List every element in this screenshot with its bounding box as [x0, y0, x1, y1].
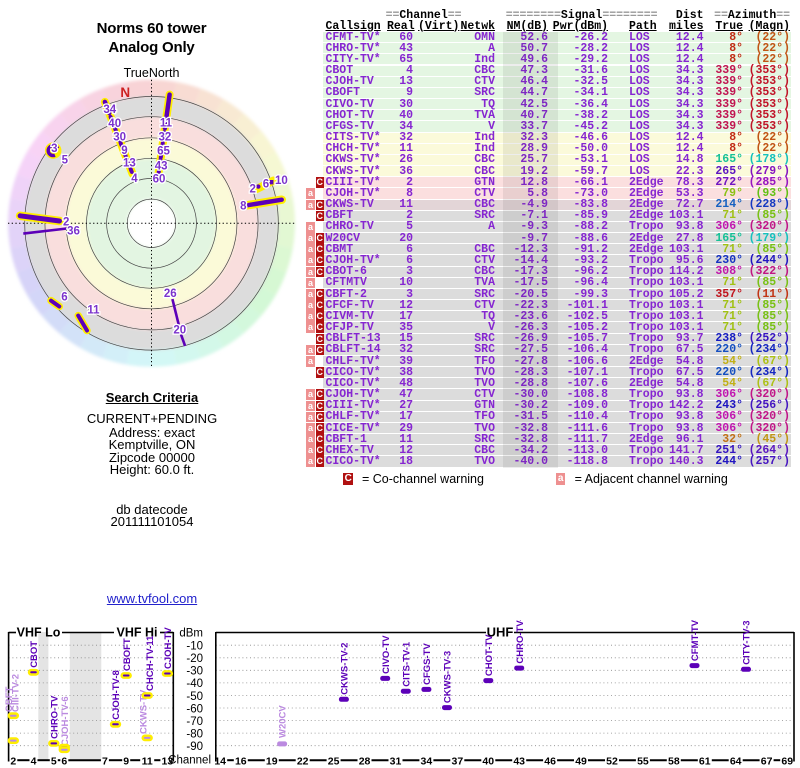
svg-text:40: 40: [108, 118, 121, 130]
svg-text:N: N: [120, 85, 130, 100]
svg-text:8: 8: [240, 201, 247, 213]
svg-text:61: 61: [699, 756, 711, 768]
svg-text:20: 20: [173, 325, 186, 337]
svg-text:28: 28: [359, 756, 371, 768]
svg-text:32: 32: [159, 132, 172, 144]
svg-text:11: 11: [142, 756, 153, 768]
svg-text:-10: -10: [186, 641, 203, 653]
svg-text:22: 22: [297, 756, 309, 768]
svg-text:49: 49: [575, 756, 587, 768]
svg-text:-90: -90: [186, 741, 203, 753]
svg-text:dBm: dBm: [179, 628, 203, 640]
svg-text:-20: -20: [186, 653, 203, 665]
svg-text:31: 31: [390, 756, 402, 768]
svg-text:CBOFT: CBOFT: [122, 638, 133, 671]
svg-text:CJOH-TV: CJOH-TV: [163, 627, 174, 669]
svg-text:CIII-TV-2: CIII-TV-2: [10, 674, 21, 712]
svg-text:64: 64: [730, 756, 742, 768]
svg-text:6: 6: [61, 292, 67, 304]
svg-text:6: 6: [61, 756, 67, 768]
svg-text:CBFT: CBFT: [4, 686, 15, 712]
svg-text:43: 43: [155, 160, 168, 172]
svg-text:2: 2: [63, 217, 69, 229]
svg-text:VHF Hi: VHF Hi: [117, 626, 158, 640]
svg-text:CBOT: CBOT: [29, 641, 40, 668]
svg-text:2: 2: [10, 756, 16, 768]
svg-text:30: 30: [113, 132, 126, 144]
svg-text:Channel: Channel: [168, 755, 211, 767]
svg-text:25: 25: [328, 756, 340, 768]
svg-text:-70: -70: [186, 716, 203, 728]
svg-text:-30: -30: [186, 666, 203, 678]
svg-text:CITY-TV-3: CITY-TV-3: [742, 620, 753, 664]
svg-text:CKWS-TV-2: CKWS-TV-2: [340, 643, 351, 695]
svg-text:34: 34: [103, 104, 116, 116]
svg-text:-60: -60: [186, 703, 203, 715]
svg-text:5: 5: [51, 756, 57, 768]
svg-text:11: 11: [87, 305, 100, 317]
svg-text:60: 60: [153, 174, 166, 186]
svg-text:VHF Lo: VHF Lo: [17, 626, 61, 640]
svg-text:-40: -40: [186, 678, 203, 690]
svg-text:52: 52: [606, 756, 618, 768]
svg-text:CITS-TV-1: CITS-TV-1: [401, 641, 412, 687]
svg-text:37: 37: [451, 756, 463, 768]
svg-text:CFGS-TV: CFGS-TV: [422, 643, 433, 685]
svg-text:CHCH-TV-11: CHCH-TV-11: [145, 635, 156, 691]
svg-text:13: 13: [162, 756, 174, 768]
svg-text:7: 7: [102, 756, 108, 768]
svg-text:CHOT-TV: CHOT-TV: [484, 634, 495, 676]
svg-text:40: 40: [482, 756, 494, 768]
svg-text:CIVO-TV: CIVO-TV: [381, 635, 392, 674]
svg-text:CJOH-TV-6: CJOH-TV-6: [60, 696, 71, 746]
svg-text:16: 16: [235, 756, 247, 768]
svg-text:36: 36: [67, 226, 80, 238]
svg-text:-50: -50: [186, 691, 203, 703]
svg-text:4: 4: [31, 756, 37, 768]
svg-text:W20CV: W20CV: [278, 705, 289, 738]
svg-text:CHRO-TV: CHRO-TV: [49, 695, 60, 739]
svg-text:CKWS-TV: CKWS-TV: [139, 689, 150, 734]
svg-text:6: 6: [263, 178, 269, 190]
svg-text:69: 69: [781, 756, 793, 768]
svg-text:67: 67: [761, 756, 773, 768]
svg-text:34: 34: [421, 756, 433, 768]
svg-text:CKWS-TV-3: CKWS-TV-3: [443, 651, 454, 703]
svg-text:43: 43: [513, 756, 525, 768]
svg-text:14: 14: [214, 756, 226, 768]
svg-text:2: 2: [249, 184, 255, 196]
svg-text:55: 55: [637, 756, 649, 768]
svg-text:CFMT-TV-2: CFMT-TV-2: [690, 620, 701, 661]
svg-text:9: 9: [123, 756, 129, 768]
svg-text:13: 13: [123, 158, 136, 170]
svg-text:58: 58: [668, 756, 680, 768]
svg-text:3: 3: [51, 143, 57, 155]
svg-text:46: 46: [544, 756, 556, 768]
svg-text:5: 5: [62, 155, 69, 167]
svg-text:65: 65: [157, 146, 170, 158]
svg-text:26: 26: [164, 288, 177, 300]
svg-text:10: 10: [275, 175, 288, 187]
svg-text:4: 4: [131, 173, 138, 185]
svg-text:11: 11: [160, 118, 173, 130]
svg-text:CJOH-TV-8: CJOH-TV-8: [111, 670, 122, 720]
svg-text:19: 19: [266, 756, 278, 768]
svg-text:CHRO-TV-43: CHRO-TV-43: [515, 620, 526, 664]
svg-text:-80: -80: [186, 728, 203, 740]
svg-text:UHF: UHF: [487, 625, 514, 640]
svg-text:9: 9: [121, 145, 127, 157]
